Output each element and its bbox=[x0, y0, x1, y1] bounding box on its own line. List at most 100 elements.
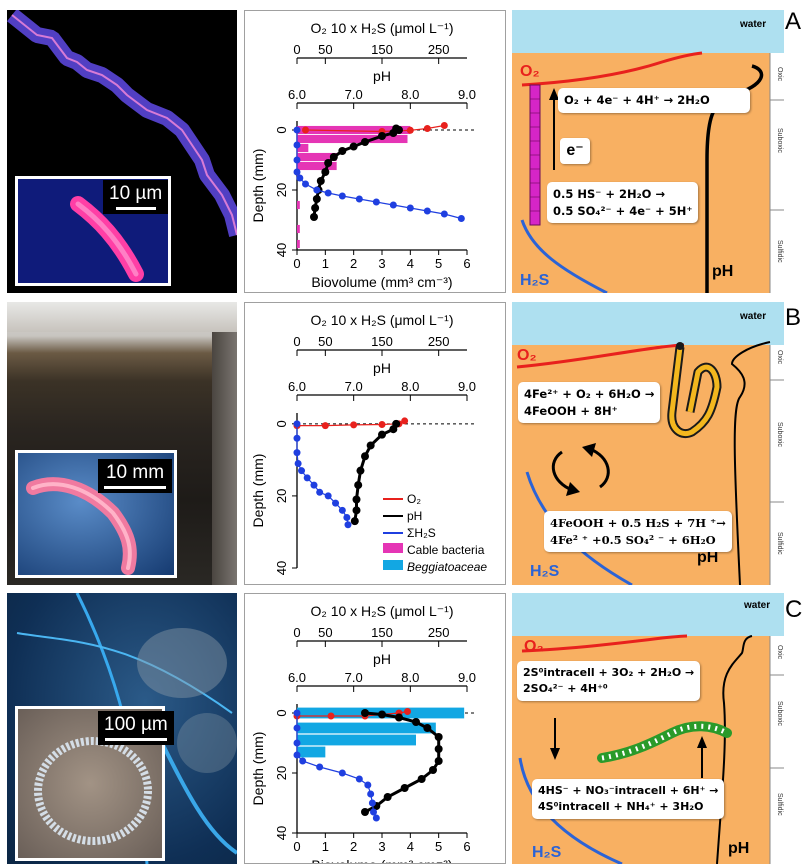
tick-label: 6 bbox=[463, 256, 470, 271]
data-point bbox=[434, 733, 443, 741]
equation-iron-oxidation: 4Fe²⁺ + O₂ + 6H₂O → 4FeOOH + 8H⁺ bbox=[518, 382, 661, 424]
tick-label: 40 bbox=[274, 561, 289, 575]
equation-line: 0.5 HS⁻ + 2H₂O → bbox=[553, 187, 666, 201]
ph-axis-title: pH bbox=[373, 68, 391, 84]
top-axis-title: O₂ 10 x H₂S (μmol L⁻¹) bbox=[310, 312, 453, 328]
depth-axis-title: Depth (mm) bbox=[250, 149, 266, 223]
panel-letter-a: A bbox=[785, 8, 802, 35]
tick-label: 2 bbox=[350, 256, 357, 271]
bar bbox=[297, 239, 300, 249]
beggiatoa-mat bbox=[16, 593, 237, 864]
data-point bbox=[361, 808, 369, 816]
data-point bbox=[311, 204, 320, 212]
legend-label: O₂ bbox=[407, 492, 421, 506]
tick-label: 0 bbox=[293, 42, 300, 57]
tick-label: 150 bbox=[371, 334, 393, 349]
zone-oxic: Oxic bbox=[776, 67, 783, 82]
bar bbox=[297, 143, 309, 153]
data-point bbox=[294, 459, 302, 467]
data-point bbox=[389, 425, 398, 434]
water-layer bbox=[512, 302, 784, 345]
data-point bbox=[350, 517, 359, 526]
top-axis-title: O₂ 10 x H₂S (μmol L⁻¹) bbox=[310, 603, 453, 619]
scale-label: 10 µm bbox=[109, 183, 163, 204]
ph-axis-title: pH bbox=[373, 651, 391, 667]
data-point bbox=[355, 195, 363, 203]
data-point bbox=[352, 495, 361, 504]
equation-line: 2SO₄²⁻ + 4H⁺⁰ bbox=[523, 681, 608, 695]
h2s-label: H₂S bbox=[532, 844, 562, 861]
tick-label: 9.0 bbox=[458, 670, 476, 685]
bar bbox=[297, 224, 300, 234]
tick-label: 0 bbox=[293, 625, 300, 640]
scale-line bbox=[115, 207, 156, 210]
data-point bbox=[327, 712, 335, 720]
data-point bbox=[395, 713, 403, 722]
tick-label: 5 bbox=[435, 256, 442, 271]
tick-label: 7.0 bbox=[345, 670, 363, 685]
inset-b bbox=[15, 450, 177, 578]
data-point bbox=[429, 766, 437, 774]
zone-sulfidic: Sulfidic bbox=[776, 532, 783, 555]
electron-label: e⁻ bbox=[560, 138, 590, 164]
panel-letter-c: C bbox=[785, 596, 803, 623]
water-label: water bbox=[739, 311, 766, 322]
data-point bbox=[417, 775, 426, 783]
tick-label: 5 bbox=[435, 839, 442, 854]
data-point bbox=[423, 207, 431, 215]
tick-label: 3 bbox=[378, 256, 385, 271]
data-point bbox=[313, 186, 321, 194]
data-point bbox=[367, 790, 375, 798]
tick-label: 8.0 bbox=[401, 87, 419, 102]
tick-label: 9.0 bbox=[458, 379, 476, 394]
series-line bbox=[296, 130, 462, 220]
data-point bbox=[349, 142, 358, 151]
tick-label: 1 bbox=[322, 256, 329, 271]
zone-suboxic: Suboxic bbox=[776, 128, 783, 153]
data-point bbox=[303, 474, 311, 482]
profile-plot-a: O₂ 10 x H₂S (μmol L⁻¹) 0 50 150 250 pH 6.0 7.0 8… bbox=[244, 10, 506, 293]
data-point bbox=[352, 506, 361, 515]
ph-profile bbox=[730, 341, 771, 585]
ph-axis-title: pH bbox=[373, 360, 391, 376]
data-point bbox=[406, 126, 414, 134]
legend-label: Beggiatoaceae bbox=[407, 560, 487, 574]
data-point bbox=[378, 430, 386, 439]
data-point bbox=[434, 745, 443, 753]
data-point bbox=[344, 521, 352, 529]
photo-a: 10 µm bbox=[7, 10, 237, 293]
legend-label: ΣH₂S bbox=[407, 526, 436, 540]
data-point bbox=[338, 147, 347, 155]
tick-label: 50 bbox=[318, 334, 332, 349]
schematic-b: O₂ H₂S pH water Oxic Suboxic Sulfidic 4F… bbox=[512, 302, 784, 585]
data-point bbox=[316, 488, 324, 496]
equation-sulfur-oxidation: 2S⁰intracell + 3O₂ + 2H₂O → 2SO₄²⁻ + 4H⁺… bbox=[517, 661, 701, 701]
tick-label: 3 bbox=[378, 839, 385, 854]
data-point bbox=[293, 141, 301, 149]
data-point bbox=[329, 153, 338, 161]
data-point bbox=[457, 215, 465, 222]
tick-label: 8.0 bbox=[401, 670, 419, 685]
zone-strip bbox=[770, 53, 784, 293]
tick-label: 8.0 bbox=[401, 379, 419, 394]
schematic-a: O₂ H₂S pH water Oxic Suboxic Sulfidic e⁻… bbox=[512, 10, 784, 293]
tick-label: 7.0 bbox=[345, 87, 363, 102]
data-point bbox=[368, 799, 376, 807]
tick-label: 1 bbox=[322, 839, 329, 854]
h2s-label: H₂S bbox=[520, 272, 550, 289]
ph-label: pH bbox=[697, 549, 718, 566]
o2-label: O₂ bbox=[520, 63, 540, 80]
data-point bbox=[366, 441, 375, 450]
bar bbox=[297, 161, 337, 171]
equation-line: 4S⁰intracell + NH₄⁺ + 3H₂O bbox=[538, 799, 704, 813]
data-point bbox=[302, 180, 309, 188]
data-point bbox=[293, 434, 301, 442]
bar bbox=[297, 125, 411, 135]
data-point bbox=[361, 138, 369, 146]
equation-line: 2S⁰intracell + 3O₂ + 2H₂O → bbox=[523, 666, 695, 679]
zone-oxic: Oxic bbox=[776, 350, 783, 365]
tick-label: 20 bbox=[274, 766, 289, 780]
scale-label: 10 mm bbox=[105, 462, 165, 483]
tick-label: 0 bbox=[274, 709, 289, 716]
data-point bbox=[293, 156, 301, 164]
